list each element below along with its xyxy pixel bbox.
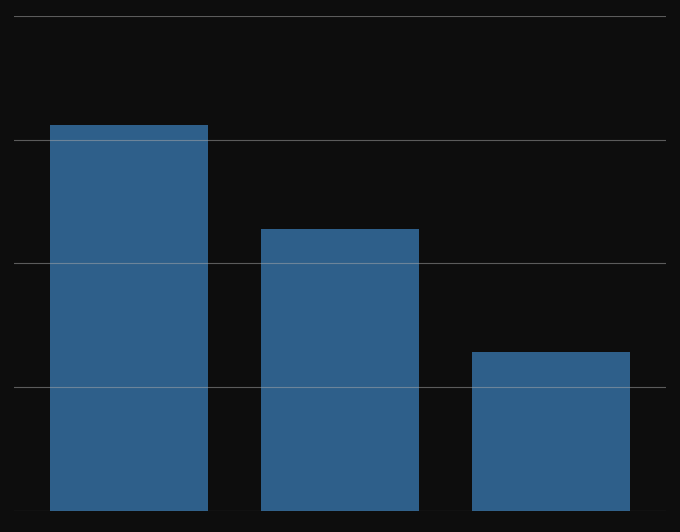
Bar [50,125,208,511]
Bar [261,229,419,511]
Bar [472,352,630,511]
